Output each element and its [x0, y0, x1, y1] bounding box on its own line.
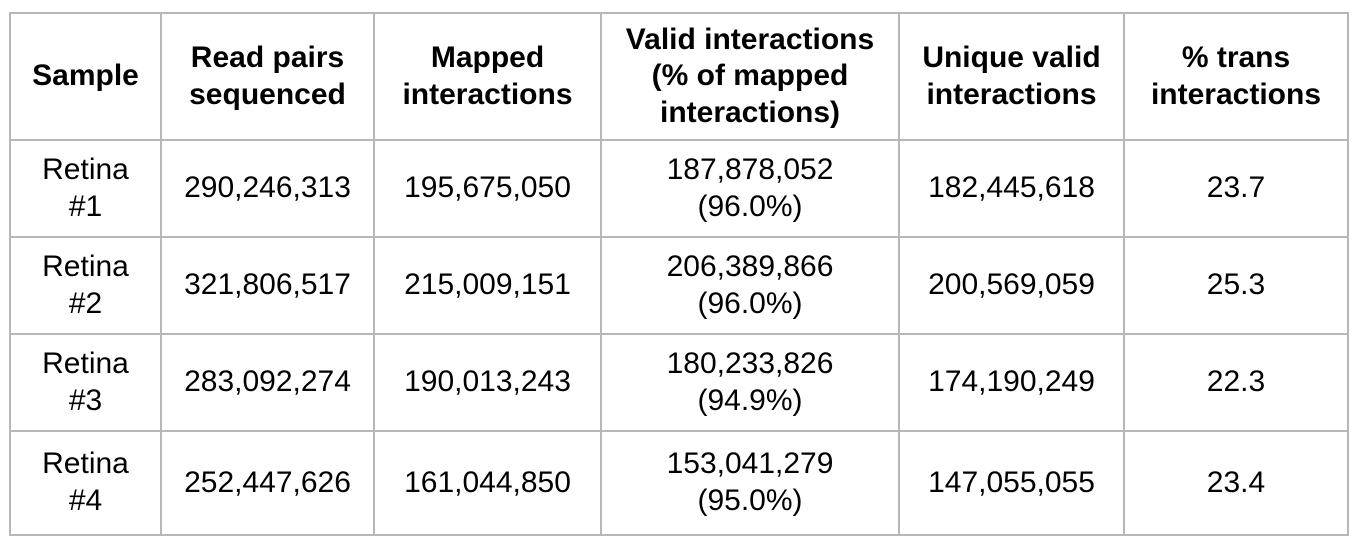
cell-unique-valid: 174,190,249	[898, 333, 1125, 432]
cell-mapped: 190,013,243	[373, 333, 602, 432]
cell-mapped: 215,009,151	[373, 236, 602, 335]
sample-name: Retina	[42, 249, 129, 283]
cell-read-pairs: 283,092,274	[160, 333, 375, 432]
header-line: Read pairs	[190, 40, 345, 74]
header-line: Mapped	[430, 40, 545, 74]
valid-count: 206,389,866	[666, 249, 834, 283]
cell-valid: 206,389,866 (96.0%)	[600, 236, 900, 335]
sample-number: #1	[68, 189, 103, 223]
table-row-retina-3: Retina #3 283,092,274 190,013,243 180,23…	[9, 333, 1349, 432]
sequencing-stats-table: Sample Read pairs sequenced Mapped inter…	[9, 12, 1349, 536]
cell-read-pairs: 321,806,517	[160, 236, 375, 335]
cell-unique-valid: 200,569,059	[898, 236, 1125, 335]
column-header-mapped: Mapped interactions	[373, 12, 602, 141]
cell-pct-trans: 22.3	[1123, 333, 1349, 432]
table-row-retina-2: Retina #2 321,806,517 215,009,151 206,38…	[9, 236, 1349, 335]
valid-percent: (96.0%)	[697, 189, 803, 223]
cell-valid: 153,041,279 (95.0%)	[600, 430, 900, 536]
valid-percent: (96.0%)	[697, 286, 803, 320]
cell-valid: 187,878,052 (96.0%)	[600, 139, 900, 238]
cell-sample: Retina #3	[9, 333, 162, 432]
column-header-pct-trans: % trans interactions	[1123, 12, 1349, 141]
table-header: Sample Read pairs sequenced Mapped inter…	[9, 12, 1349, 141]
cell-unique-valid: 147,055,055	[898, 430, 1125, 536]
column-header-read-pairs: Read pairs sequenced	[160, 12, 375, 141]
sample-number: #2	[68, 286, 103, 320]
cell-pct-trans: 23.7	[1123, 139, 1349, 238]
cell-sample: Retina #4	[9, 430, 162, 536]
cell-read-pairs: 252,447,626	[160, 430, 375, 536]
header-line: interactions	[402, 77, 573, 111]
header-line: interactions)	[659, 95, 841, 129]
sample-number: #4	[68, 484, 103, 517]
sample-name: Retina	[42, 447, 129, 481]
valid-count: 187,878,052	[666, 152, 834, 186]
header-line: Unique valid	[922, 40, 1101, 74]
header-row: Sample Read pairs sequenced Mapped inter…	[9, 12, 1349, 141]
valid-count: 180,233,826	[666, 346, 834, 380]
cell-valid: 180,233,826 (94.9%)	[600, 333, 900, 432]
cell-unique-valid: 182,445,618	[898, 139, 1125, 238]
header-line: Sample	[32, 59, 139, 93]
sample-number: #3	[68, 383, 103, 417]
header-line: Valid interactions	[625, 22, 875, 56]
header-line: % trans	[1181, 40, 1291, 74]
sample-name: Retina	[42, 152, 129, 186]
sample-name: Retina	[42, 346, 129, 380]
column-header-sample: Sample	[9, 12, 162, 141]
valid-percent: (95.0%)	[697, 484, 803, 517]
column-header-unique-valid: Unique valid interactions	[898, 12, 1125, 141]
table-body: Retina #1 290,246,313 195,675,050 187,87…	[9, 139, 1349, 536]
header-line: (% of mapped	[651, 59, 849, 93]
valid-percent: (94.9%)	[697, 383, 803, 417]
header-line: sequenced	[189, 77, 346, 111]
column-header-valid: Valid interactions (% of mapped interact…	[600, 12, 900, 141]
table-row-retina-4: Retina #4 252,447,626 161,044,850 153,04…	[9, 430, 1349, 536]
valid-count: 153,041,279	[666, 447, 834, 481]
cell-pct-trans: 25.3	[1123, 236, 1349, 335]
cell-mapped: 161,044,850	[373, 430, 602, 536]
header-line: interactions	[926, 77, 1097, 111]
cell-sample: Retina #1	[9, 139, 162, 238]
cell-read-pairs: 290,246,313	[160, 139, 375, 238]
header-line: interactions	[1150, 77, 1322, 111]
table-row-retina-1: Retina #1 290,246,313 195,675,050 187,87…	[9, 139, 1349, 238]
cell-sample: Retina #2	[9, 236, 162, 335]
cell-mapped: 195,675,050	[373, 139, 602, 238]
cell-pct-trans: 23.4	[1123, 430, 1349, 536]
